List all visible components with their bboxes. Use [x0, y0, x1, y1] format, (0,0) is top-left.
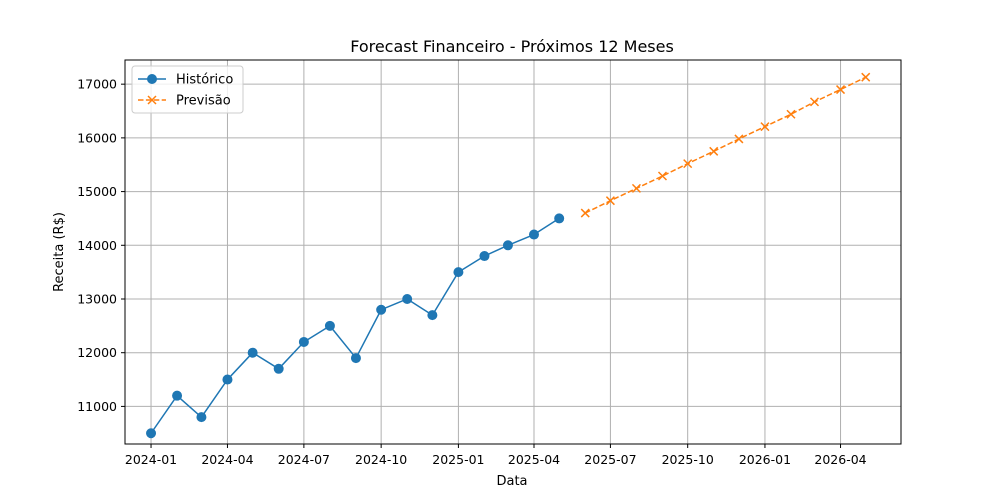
data-point-1 [683, 159, 693, 169]
legend-box [131, 65, 244, 114]
y-tick-label: 15000 [77, 184, 117, 199]
data-point-0 [273, 363, 284, 374]
data-point-1 [809, 97, 820, 107]
data-point-0 [247, 347, 258, 358]
data-point-0 [350, 353, 361, 364]
data-point-0 [427, 310, 438, 321]
data-point-0 [502, 240, 513, 251]
data-point-0 [222, 374, 233, 385]
data-point-0 [554, 213, 565, 224]
data-point-0 [324, 320, 335, 331]
legend-label-0: Histórico [176, 73, 233, 88]
series-line-1 [584, 76, 867, 214]
data-point-0 [146, 428, 157, 439]
legend-label-1: Previsão [176, 94, 231, 109]
data-point-0 [453, 267, 464, 278]
data-point-1 [709, 146, 719, 156]
x-tick-label: 2025-01 [432, 452, 484, 467]
data-point-0 [528, 229, 539, 240]
data-point-0 [402, 293, 413, 304]
series-layer [146, 72, 871, 439]
data-point-1 [836, 85, 846, 95]
x-tick-label: 2026-01 [739, 452, 791, 467]
legend: Histórico Previsão [131, 65, 244, 114]
data-point-1 [631, 183, 641, 193]
x-tick-label: 2026-04 [814, 452, 866, 467]
data-point-0 [298, 336, 309, 347]
chart-title: Forecast Financeiro - Próximos 12 Meses [350, 37, 674, 56]
legend-marker-0 [147, 74, 157, 84]
data-point-1 [786, 109, 796, 119]
plot-area-frame [124, 59, 902, 445]
x-tick-label: 2025-10 [662, 452, 714, 467]
x-tick-label: 2025-04 [508, 452, 560, 467]
data-point-1 [760, 122, 770, 132]
y-tick-label: 16000 [77, 130, 117, 145]
x-tick-label: 2024-04 [201, 452, 253, 467]
data-point-0 [172, 390, 183, 401]
x-axis-label: Data [496, 474, 527, 489]
y-tick-label: 17000 [77, 77, 117, 92]
x-tick-label: 2024-07 [278, 452, 330, 467]
y-axis-label: Receita (R$) [52, 212, 67, 292]
data-point-1 [580, 208, 590, 218]
y-tick-label: 14000 [77, 238, 117, 253]
data-point-0 [376, 304, 387, 315]
y-tick-label: 11000 [77, 399, 117, 414]
grid-layer [125, 60, 901, 444]
x-tick-label: 2025-07 [584, 452, 636, 467]
legend-marker-1 [147, 95, 157, 105]
y-tick-label: 12000 [77, 345, 117, 360]
data-point-0 [196, 412, 207, 423]
data-point-0 [479, 251, 490, 262]
data-point-1 [605, 196, 615, 206]
data-point-1 [861, 72, 871, 82]
data-point-1 [657, 171, 668, 181]
x-tick-label: 2024-01 [125, 452, 177, 467]
tick-layer: 2024-01 2024-04 2024-07 2024-10 2025-01 2025-… [77, 77, 866, 467]
y-tick-label: 13000 [77, 291, 117, 306]
data-point-1 [734, 134, 744, 144]
x-tick-label: 2024-10 [355, 452, 407, 467]
